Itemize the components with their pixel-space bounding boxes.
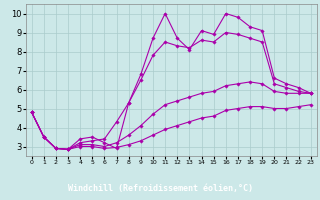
Text: Windchill (Refroidissement éolien,°C): Windchill (Refroidissement éolien,°C) xyxy=(68,184,252,193)
